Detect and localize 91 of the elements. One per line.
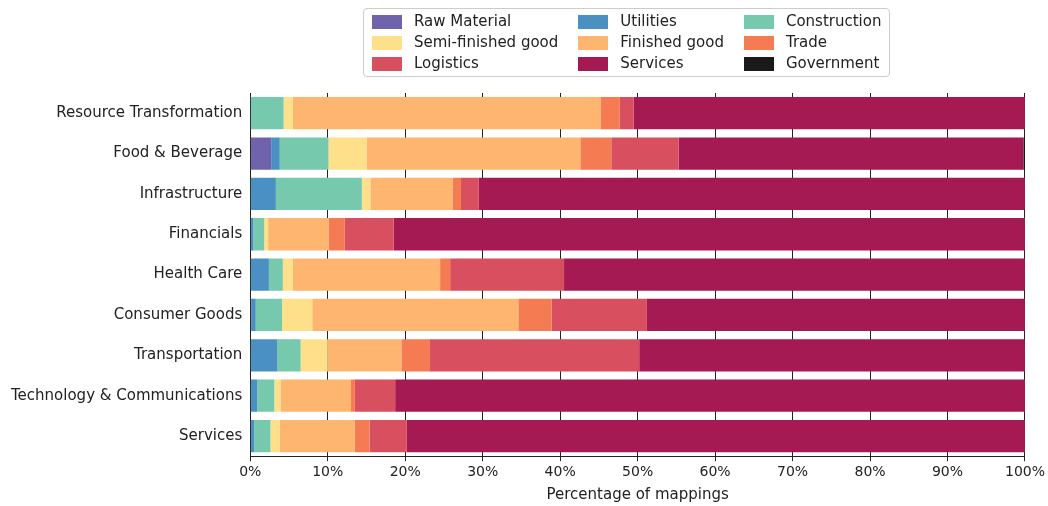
bar bbox=[292, 258, 441, 291]
y-tick-label: Transportation bbox=[132, 345, 243, 364]
bar bbox=[327, 339, 402, 372]
x-tick-label: 50% bbox=[622, 463, 654, 480]
bar bbox=[600, 97, 620, 130]
legend-label: Finished good bbox=[620, 33, 724, 52]
y-tick-label: Services bbox=[179, 425, 243, 444]
y-tick-label: Consumer Goods bbox=[113, 304, 243, 323]
x-tick-label: 100% bbox=[1004, 463, 1045, 480]
bar bbox=[328, 137, 367, 170]
legend-label: Raw Material bbox=[414, 12, 512, 31]
bar bbox=[478, 177, 1025, 211]
bar bbox=[611, 137, 679, 170]
bar bbox=[312, 298, 519, 332]
bar bbox=[450, 258, 565, 291]
bar bbox=[393, 218, 1025, 251]
x-tick-label: 20% bbox=[389, 463, 421, 480]
bar bbox=[401, 339, 431, 372]
bar bbox=[254, 419, 271, 453]
x-tick-label: 90% bbox=[931, 463, 964, 480]
bar bbox=[430, 339, 640, 372]
bar bbox=[257, 379, 275, 412]
bar bbox=[300, 339, 328, 372]
bar bbox=[280, 379, 352, 412]
bar bbox=[283, 97, 293, 130]
bar bbox=[406, 419, 1025, 453]
bar bbox=[328, 218, 345, 251]
y-tick-label: Resource Transformation bbox=[56, 103, 243, 122]
x-tick-label: 70% bbox=[777, 463, 809, 480]
bar bbox=[370, 177, 453, 211]
x-tick-label: 10% bbox=[312, 463, 344, 480]
bar bbox=[580, 137, 612, 170]
legend-label: Government bbox=[785, 54, 880, 73]
bar bbox=[361, 177, 371, 211]
bar bbox=[250, 379, 258, 412]
bar bbox=[277, 339, 301, 372]
bar bbox=[270, 419, 280, 453]
bar bbox=[250, 137, 272, 170]
bar bbox=[564, 258, 1025, 291]
bar bbox=[271, 137, 280, 170]
y-tick-label: Food & Beverage bbox=[113, 143, 243, 162]
x-tick-label: 40% bbox=[544, 463, 576, 480]
x-tick-label: 60% bbox=[699, 463, 731, 480]
x-tick-label: 0% bbox=[239, 463, 262, 480]
bar bbox=[518, 298, 552, 332]
legend-label: Services bbox=[620, 54, 684, 73]
bar bbox=[366, 137, 581, 170]
bar bbox=[678, 137, 1024, 170]
bar bbox=[253, 218, 265, 251]
bar bbox=[251, 298, 256, 332]
bar bbox=[250, 339, 278, 372]
bar bbox=[461, 177, 479, 211]
legend-label: Semi-finished good bbox=[414, 33, 559, 52]
bar bbox=[369, 419, 407, 453]
x-axis-title: Percentage of mappings bbox=[546, 484, 729, 503]
legend-label: Utilities bbox=[620, 12, 677, 31]
x-tick-label: 80% bbox=[854, 463, 886, 480]
bar bbox=[264, 218, 269, 251]
y-tick-label: Health Care bbox=[153, 264, 243, 283]
bar bbox=[250, 177, 276, 211]
bar bbox=[440, 258, 451, 291]
bar bbox=[275, 177, 362, 211]
y-tick-label: Financials bbox=[168, 224, 243, 243]
bar bbox=[292, 97, 601, 130]
bar bbox=[250, 97, 284, 130]
bar bbox=[646, 298, 1025, 332]
bar bbox=[279, 419, 355, 453]
bar bbox=[282, 258, 293, 291]
legend-label: Trade bbox=[785, 33, 828, 52]
bar bbox=[268, 258, 283, 291]
y-tick-label: Infrastructure bbox=[139, 183, 243, 202]
bar bbox=[255, 298, 283, 332]
bar bbox=[344, 218, 394, 251]
legend-label: Logistics bbox=[414, 54, 479, 73]
bar bbox=[282, 298, 313, 332]
bar bbox=[354, 419, 370, 453]
bar bbox=[452, 177, 462, 211]
bar bbox=[551, 298, 647, 332]
bar bbox=[250, 258, 269, 291]
bar bbox=[354, 379, 396, 412]
bar bbox=[279, 137, 329, 170]
bar bbox=[274, 379, 281, 412]
y-tick-label: Technology & Communications bbox=[9, 385, 243, 404]
bar bbox=[351, 379, 355, 412]
bar bbox=[619, 97, 634, 130]
bar bbox=[395, 379, 1025, 412]
bar bbox=[633, 97, 1025, 130]
legend-label: Construction bbox=[785, 12, 882, 31]
bar bbox=[268, 218, 329, 251]
bar bbox=[639, 339, 1025, 372]
x-tick-label: 30% bbox=[467, 463, 499, 480]
